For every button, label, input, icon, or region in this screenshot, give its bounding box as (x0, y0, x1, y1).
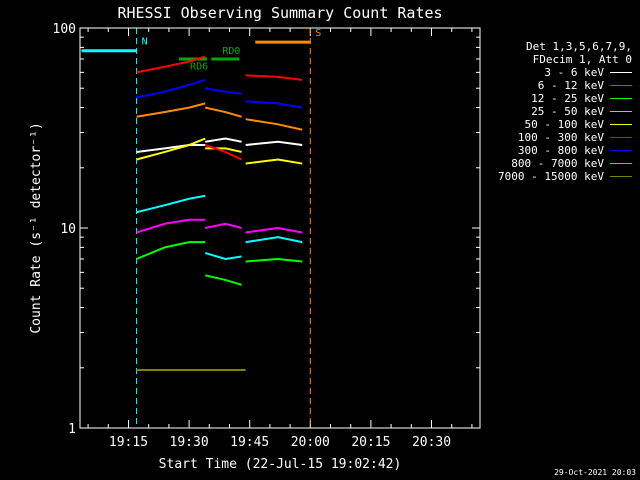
series-line-6 (245, 100, 303, 109)
y-tick-label: 10 (60, 222, 76, 237)
series-line-7 (136, 102, 206, 118)
legend-label: 6 - 12 keV (537, 79, 604, 92)
legend-swatch (610, 72, 632, 73)
series-line-2 (136, 241, 206, 260)
legend-entry: 12 - 25 keV (482, 92, 632, 105)
series-line-4 (205, 147, 242, 153)
legend-entry: 3 - 6 keV (482, 66, 632, 79)
series-line-1 (205, 222, 242, 229)
annotation-label: RD0 (222, 46, 240, 57)
series-line-6 (136, 78, 206, 99)
x-tick-label: 19:15 (109, 435, 148, 450)
x-tick-label: 19:30 (170, 435, 209, 450)
legend-entry: 800 - 7000 keV (482, 157, 632, 170)
series-line-0 (136, 144, 206, 153)
series-line-3 (245, 236, 303, 244)
legend-entry: 300 - 800 keV (482, 144, 632, 157)
annotation-label: RD6 (190, 62, 208, 73)
chart-title: RHESSI Observing Summary Count Rates (117, 4, 442, 22)
x-axis-label: Start Time (22-Jul-15 19:02:42) (159, 457, 402, 472)
annotation-label: S (315, 28, 321, 39)
series-line-2 (245, 257, 303, 263)
legend-entry: 7000 - 15000 keV (482, 170, 632, 183)
legend-swatch (610, 85, 632, 86)
legend: Det 1,3,5,6,7,9, FDecim 1, Att 0 3 - 6 k… (482, 40, 632, 183)
legend-label: 50 - 100 keV (524, 118, 604, 131)
series-line-5 (204, 144, 243, 161)
legend-rows: 3 - 6 keV 6 - 12 keV 12 - 25 keV 25 - 50 ke… (482, 66, 632, 183)
legend-label: 25 - 50 keV (531, 105, 604, 118)
series-line-0 (245, 140, 303, 147)
legend-swatch (610, 111, 632, 112)
legend-label: 12 - 25 keV (531, 92, 604, 105)
y-axis-label: Count Rate (s⁻¹ detector⁻¹) (29, 122, 44, 333)
y-tick-label: 100 (53, 22, 76, 37)
legend-header-line: Det 1,3,5,6,7,9, (526, 40, 632, 53)
timestamp: 29-Oct-2021 20:03 (554, 468, 636, 477)
legend-swatch (610, 124, 632, 125)
legend-label: 7000 - 15000 keV (498, 170, 604, 183)
plot-layer: 19:15 19:30 19:45 20:00 20:15 20:30 1 10 100 N S RD… (53, 22, 480, 450)
series-line-4 (136, 137, 206, 161)
annotation-label: N (142, 37, 148, 48)
series-line-3 (136, 194, 206, 214)
series-line-0 (205, 137, 242, 143)
series-line-1 (136, 218, 206, 234)
legend-entry: 6 - 12 keV (482, 79, 632, 92)
legend-swatch (610, 163, 632, 164)
legend-label: 100 - 300 keV (517, 131, 604, 144)
legend-label: 3 - 6 keV (544, 66, 604, 79)
legend-entry: 100 - 300 keV (482, 131, 632, 144)
plot-frame (79, 27, 481, 429)
legend-entry: 25 - 50 keV (482, 105, 632, 118)
series-line-4 (245, 158, 303, 165)
series-line-3 (204, 252, 242, 261)
legend-entry: 50 - 100 keV (482, 118, 632, 131)
x-tick-label: 20:00 (291, 435, 330, 450)
series-line-1 (245, 226, 303, 234)
x-tick-label: 20:15 (351, 435, 390, 450)
legend-swatch (610, 176, 632, 177)
legend-header-line: FDecim 1, Att 0 (532, 53, 632, 66)
legend-swatch (610, 150, 632, 151)
legend-swatch (610, 137, 632, 138)
series-line-5 (136, 55, 206, 74)
series-line-2 (205, 274, 242, 286)
legend-label: 300 - 800 keV (517, 144, 604, 157)
y-tick-label: 1 (68, 422, 76, 437)
legend-swatch (610, 98, 632, 99)
series-line-5 (245, 74, 303, 81)
series-line-7 (205, 106, 242, 118)
series-line-7 (245, 118, 303, 131)
legend-label: 800 - 7000 keV (511, 157, 604, 170)
x-tick-label: 19:45 (230, 435, 269, 450)
series-line-6 (205, 87, 242, 95)
x-tick-label: 20:30 (412, 435, 451, 450)
